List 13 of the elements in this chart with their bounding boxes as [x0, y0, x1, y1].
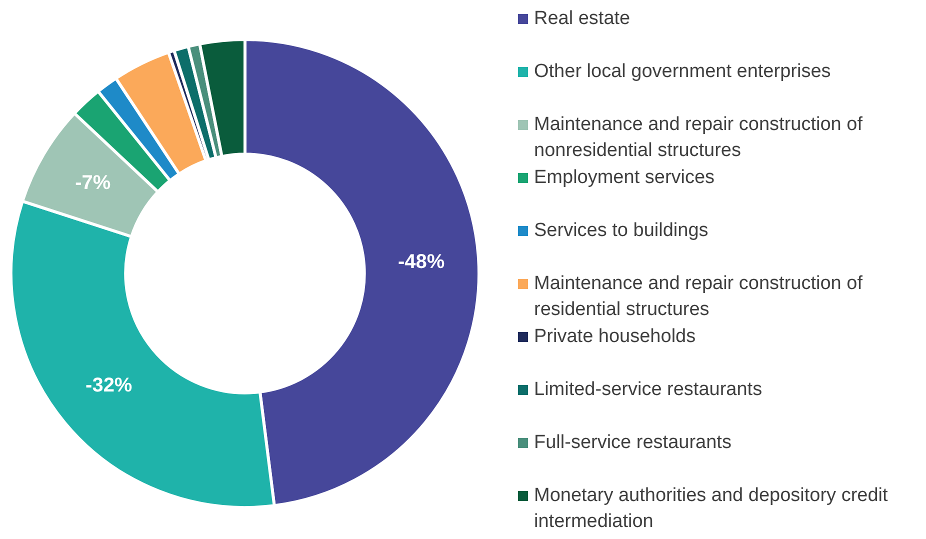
legend-label: Maintenance and repair construction of nonresidential structures: [534, 113, 864, 163]
legend-label: Private households: [534, 325, 696, 349]
legend-label: Full-service restaurants: [534, 431, 732, 455]
legend-label: Real estate: [534, 7, 630, 31]
legend-label: Other local government enterprises: [534, 60, 831, 84]
legend-label: Services to buildings: [534, 219, 708, 243]
text: -32%: [86, 374, 132, 397]
text: -48%: [398, 250, 445, 273]
text: -7%: [75, 172, 111, 194]
legend-label: Maintenance and repair construction of residential structures: [534, 272, 864, 322]
legend-label: Monetary authorities and depository credit intermediation: [534, 484, 889, 534]
legend-label: Limited-service restaurants: [534, 378, 762, 402]
legend-label: Employment services: [534, 166, 715, 190]
